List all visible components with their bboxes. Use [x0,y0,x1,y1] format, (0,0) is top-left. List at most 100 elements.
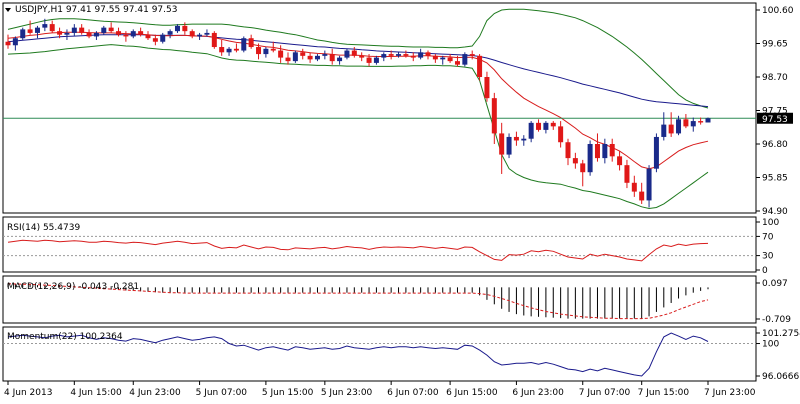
candle-body [705,118,711,123]
candle-body [86,32,92,37]
candle-body [79,27,85,33]
candle-body [491,98,497,134]
price-panel [3,8,756,210]
candle-body [219,47,225,53]
candle-body [174,25,180,32]
rsi-line [7,239,709,262]
rsi-panel-frame [2,216,757,273]
price-tick-label: 98.70 [762,73,788,83]
candle-body [34,27,40,33]
triangle-down-icon[interactable] [5,8,11,12]
candle-body [469,54,475,56]
candle-body [425,52,431,56]
moving-average-fast [7,31,709,170]
macd-tick-label: -0.709 [762,315,791,325]
candle-body [167,31,173,35]
time-tick-label: 5 Jun 15:00 [262,388,314,398]
rsi-label: RSI(14) 55.4739 [7,223,80,233]
candle-body [116,31,122,35]
candle-body [226,48,232,53]
candle-body [609,144,615,157]
candle-body [543,122,549,130]
candle-body [300,52,306,56]
candle-body [499,133,505,155]
price-tick-label: 100.60 [762,6,794,16]
candle-body [388,54,394,56]
candle-body [152,38,158,42]
time-tick-label: 6 Jun 07:00 [387,388,439,398]
candle-body [646,168,652,201]
candle-body [447,57,453,62]
price-axis: 100.6099.6598.7097.7596.8095.8594.901007… [756,6,800,382]
rsi-tick-label: 0 [762,266,768,276]
time-tick-label: 4 Jun 23:00 [129,388,181,398]
candle-body [624,165,630,183]
time-axis: 4 Jun 2013 4 Jun 15:00 4 Jun 23:00 5 Jun 07… [4,381,756,398]
moving-average-slow [7,34,709,108]
price-tick-label: 95.85 [762,174,788,184]
macd-tick-label: 0.097 [762,279,788,289]
price-panel-frame [2,2,757,214]
candle-body [513,136,519,141]
candle-body [631,182,637,192]
macd-panel-frame [2,275,757,324]
candle-body [12,38,18,46]
candle-body [123,34,129,37]
candle-body [285,57,291,62]
candle-body [366,57,372,63]
candle-body [93,32,99,37]
momentum-panel-frame [2,326,757,382]
price-tick-label: 96.80 [762,140,788,150]
price-tick-label: 94.90 [762,207,788,217]
momentum-label: Momentum(22) 100.2364 [7,332,123,342]
candle-body [256,47,262,55]
candle-body [138,31,144,35]
candle-body [462,54,468,65]
candle-body [197,34,203,37]
macd-label: MACD(12,26,9) -0.043 -0.281 [7,282,139,292]
candle-body [189,31,195,37]
candle-body [550,122,556,127]
candle-body [211,32,217,48]
rsi-tick-label: 70 [762,232,774,242]
candle-body [204,32,210,35]
candle-body [432,55,438,60]
candle-body [292,52,298,62]
candle-body [101,27,107,33]
candle-body [381,54,387,58]
candle-body [130,31,136,37]
candle-body [440,57,446,60]
candle-body [64,32,70,35]
candle-body [248,38,254,48]
time-tick-label: 7 Jun 15:00 [638,388,690,398]
price-tick-label: 97.75 [762,107,788,117]
momentum-tick-label: 100 [762,340,779,350]
price-tick-label: 99.65 [762,40,788,50]
candle-body [329,54,335,62]
candle-body [42,24,48,28]
candle-body [565,142,571,159]
bollinger-lower-band [7,44,709,210]
candle-body [617,156,623,166]
momentum-panel [3,332,756,377]
candle-body [108,27,114,32]
candle-body [454,61,460,65]
candle-body [307,55,313,60]
candle-body [57,31,63,35]
candle-body [337,57,343,62]
candle-body [410,55,416,58]
candle-body [572,158,578,164]
time-tick-label: 5 Jun 23:00 [321,388,373,398]
momentum-tick-label: 101.2754 [762,329,800,339]
candle-body [233,48,239,51]
candle-body [602,144,608,159]
candle-body [698,121,704,123]
candle-body [278,50,284,58]
time-tick-label: 5 Jun 07:00 [196,388,248,398]
candle-body [521,138,527,141]
candle-body [536,122,542,130]
candle-body [49,24,55,32]
rsi-tick-label: 100 [762,218,779,228]
time-tick-label: 6 Jun 15:00 [446,388,498,398]
